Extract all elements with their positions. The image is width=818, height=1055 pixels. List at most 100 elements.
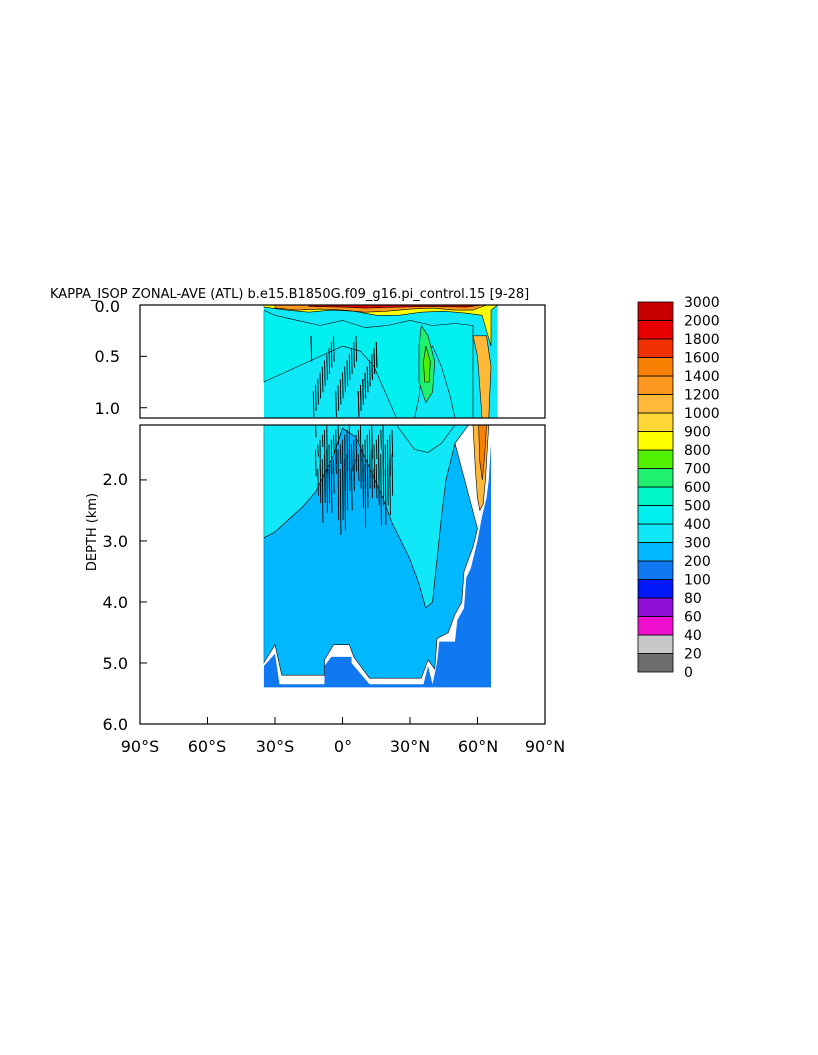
convection-streak: [351, 468, 353, 511]
convection-streak: [348, 354, 351, 381]
x-tick-6: 90°N: [525, 737, 565, 756]
convection-streak: [373, 348, 376, 374]
convection-streak: [335, 391, 337, 417]
colorbar-label-40: 40: [684, 628, 702, 644]
colorbar-swatch-1400: [637, 357, 674, 377]
y-tick-6: 5.0: [103, 654, 128, 673]
colorbar-label-300: 300: [684, 536, 711, 552]
land-mask: [497, 305, 545, 418]
convection-streak: [391, 429, 394, 457]
convection-streak: [346, 360, 349, 387]
x-tick-5: 60°N: [458, 737, 498, 756]
convection-streak: [333, 434, 335, 455]
colorbar-swatch-800: [637, 431, 674, 451]
convection-streak: [364, 464, 367, 528]
land-mask: [140, 425, 264, 724]
convection-streak: [369, 360, 371, 387]
bottom-rim-region: [263, 425, 491, 688]
colorbar-swatch-40: [637, 616, 674, 636]
convection-streak: [373, 444, 376, 479]
x-tick-0: 90°S: [121, 737, 160, 756]
colorbar-swatch-500: [637, 486, 674, 506]
convection-streak: [315, 385, 317, 411]
convection-streak: [330, 439, 333, 474]
convection-streak: [312, 391, 315, 417]
y-tick-4: 3.0: [103, 532, 128, 551]
convection-streak: [364, 372, 367, 399]
x-tick-2: 30°S: [256, 737, 295, 756]
chart-title: KAPPA_ISOP ZONAL-AVE (ATL) b.e15.B1850G.…: [50, 287, 529, 302]
colorbar-label-800: 800: [684, 443, 711, 459]
colorbar: 0 20 40 60 80 100 200 300 400 500 600 700 800 900 1000…: [637, 295, 720, 681]
convection-streak: [310, 335, 313, 362]
x-tick-4: 30°N: [390, 737, 430, 756]
colorbar-label-1400: 1400: [684, 369, 720, 385]
surface-max-region: [308, 304, 483, 309]
convection-streak: [371, 424, 373, 460]
colorbar-swatch-80: [637, 579, 674, 599]
convection-streak: [321, 434, 324, 447]
colorbar-label-1600: 1600: [684, 351, 720, 367]
colorbar-swatch-100: [637, 560, 674, 580]
convection-streak: [355, 459, 358, 472]
convection-streak: [317, 444, 319, 457]
convection-streak: [371, 354, 373, 381]
convection-streak: [357, 454, 360, 482]
upper-panel: [139, 304, 546, 419]
convection-streak: [333, 335, 335, 362]
colorbar-swatch-1600: [637, 338, 674, 358]
convection-streak: [375, 439, 378, 460]
colorbar-label-0: 0: [684, 665, 693, 681]
convection-streak: [321, 459, 324, 523]
y-tick-3: 2.0: [103, 470, 128, 489]
convection-streak: [339, 468, 342, 535]
convection-streak: [355, 335, 358, 362]
convection-streak: [315, 449, 317, 477]
convection-streak: [330, 341, 333, 368]
convection-streak: [324, 429, 326, 494]
convection-streak: [319, 372, 322, 399]
y-tick-0: 0.0: [95, 297, 120, 316]
colorbar-label-400: 400: [684, 517, 711, 533]
convection-streak: [353, 439, 355, 482]
colorbar-label-600: 600: [684, 480, 711, 496]
colorbar-label-60: 60: [684, 610, 702, 626]
x-tick-1: 60°S: [188, 737, 227, 756]
y-tick-1: 0.5: [95, 347, 120, 366]
colorbar-label-500: 500: [684, 499, 711, 515]
colorbar-swatch-1200: [637, 375, 674, 395]
convection-streak: [362, 378, 364, 405]
colorbar-label-100: 100: [684, 573, 711, 589]
convection-streak: [387, 439, 389, 496]
convection-streak: [328, 348, 331, 374]
colorbar-swatch-200: [637, 542, 674, 562]
colorbar-swatch-300: [637, 523, 674, 543]
convection-streak: [315, 424, 317, 438]
convection-streak: [321, 366, 324, 393]
colorbar-swatch-700: [637, 449, 674, 469]
convection-streak: [319, 464, 322, 477]
convection-streak: [357, 391, 360, 417]
colorbar-label-900: 900: [684, 425, 711, 441]
convection-streak: [378, 459, 380, 479]
lower-panel: [139, 424, 546, 725]
convection-streak: [317, 468, 319, 496]
colorbar-label-1800: 1800: [684, 332, 720, 348]
convection-streak: [342, 372, 344, 399]
colorbar-swatch-1000: [637, 394, 674, 414]
colorbar-swatch-600: [637, 468, 674, 488]
convection-streak: [355, 434, 358, 462]
convection-streak: [369, 429, 371, 479]
y-tick-7: 6.0: [103, 715, 128, 734]
convection-streak: [360, 449, 362, 462]
convection-streak: [324, 360, 326, 387]
colorbar-label-20: 20: [684, 647, 702, 663]
colorbar-swatch-0: [637, 653, 674, 673]
upper-panel-frame: [139, 304, 546, 419]
convection-streak: [391, 454, 394, 496]
convection-streak: [337, 449, 340, 521]
land-mask: [140, 305, 264, 418]
convection-streak: [371, 449, 373, 499]
convection-streak: [351, 348, 353, 374]
